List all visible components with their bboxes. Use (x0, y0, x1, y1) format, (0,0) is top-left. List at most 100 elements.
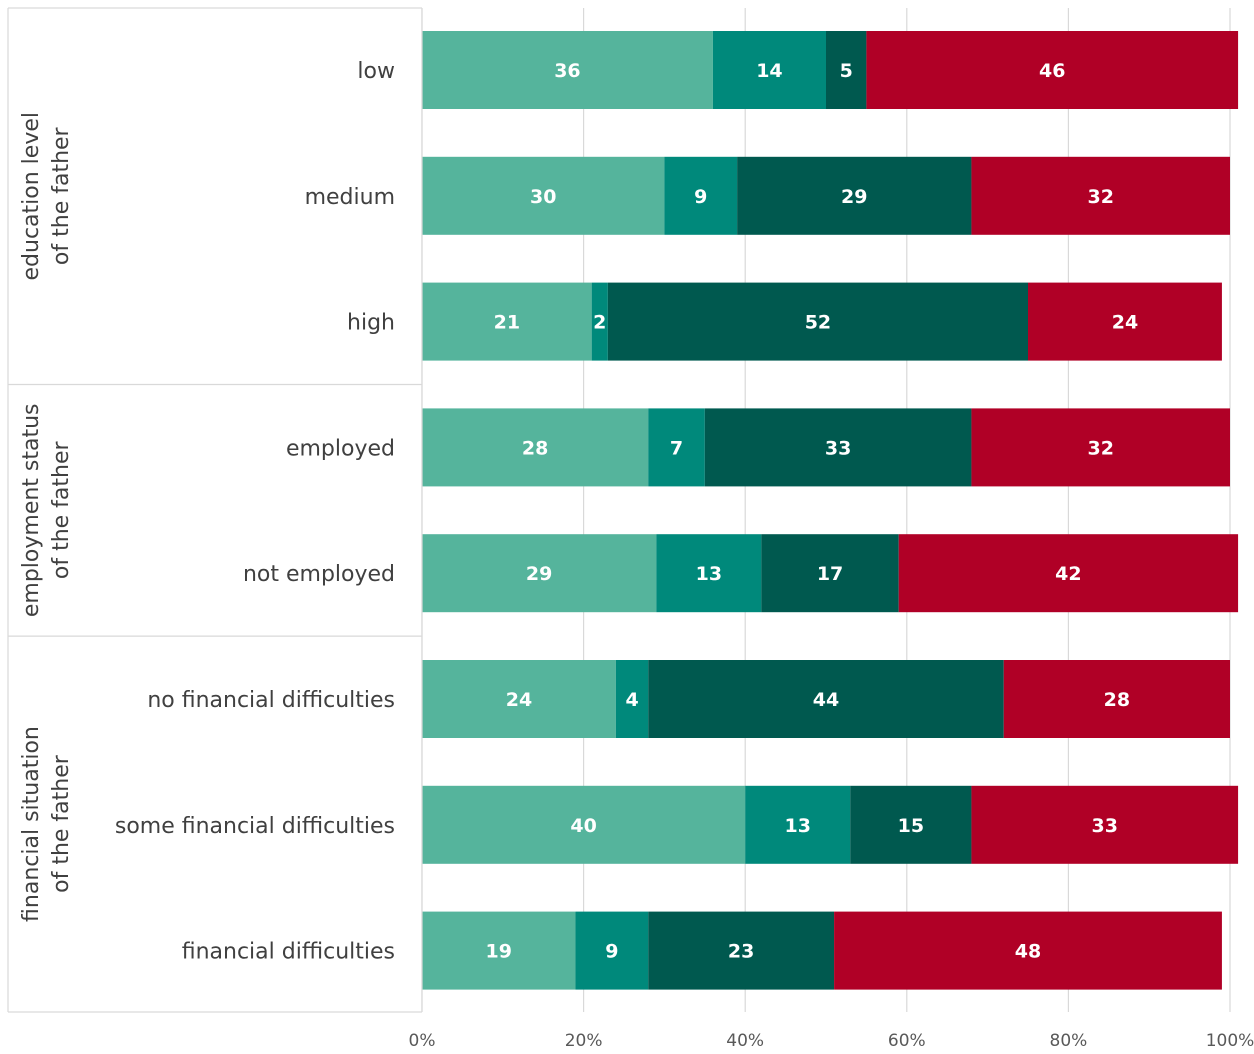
category-label-financial-difficulties: financial difficulties (182, 940, 395, 965)
group-label-education-level-of-the-father: education level of the father (19, 112, 74, 280)
bar-row-low: 36 14 5 46 (422, 31, 1239, 109)
bar-segment-high-3 (607, 282, 1028, 361)
bar-segment-some-financial-difficulties-2 (745, 785, 851, 864)
bar-segment-no-financial-difficulties-2 (615, 660, 649, 738)
bar-segment-medium-3 (737, 156, 972, 235)
data-label-no-financial-difficulties-4: 28 (1104, 689, 1130, 711)
bar-segment-not-employed-1 (422, 534, 657, 613)
bar-row-financial-difficulties: 19 9 23 48 (422, 911, 1222, 990)
group-label-employment-status-of-the-father: employment status of the father (19, 403, 74, 617)
bar-segment-not-employed-3 (761, 534, 899, 613)
bar-segment-medium-4 (971, 156, 1230, 235)
data-label-low-1: 36 (554, 60, 580, 82)
bar-segment-employed-4 (971, 408, 1230, 487)
group-separators (7, 7, 423, 1013)
data-label-employed-1: 28 (522, 437, 548, 459)
bar-segment-medium-1 (422, 156, 665, 235)
bar-row-no-financial-difficulties: 24 4 44 28 (422, 660, 1230, 738)
data-label-low-2: 14 (756, 60, 782, 82)
data-label-not-employed-1: 29 (526, 563, 552, 585)
data-label-low-4: 46 (1039, 60, 1065, 82)
bar-segment-high-4 (1028, 282, 1222, 361)
bar-segment-financial-difficulties-4 (834, 911, 1222, 990)
data-label-not-employed-4: 42 (1055, 563, 1081, 585)
category-label-employed: employed (286, 436, 395, 461)
data-label-no-financial-difficulties-3: 44 (813, 689, 839, 711)
data-label-medium-2: 9 (694, 186, 707, 208)
bar-segment-not-employed-4 (898, 534, 1239, 613)
bar-segment-some-financial-difficulties-3 (850, 785, 972, 864)
data-label-medium-1: 30 (530, 186, 556, 208)
data-label-financial-difficulties-3: 23 (728, 941, 754, 963)
data-label-high-2: 2 (593, 312, 606, 334)
category-label-no-financial-difficulties: no financial difficulties (147, 688, 395, 713)
data-label-financial-difficulties-4: 48 (1015, 941, 1041, 963)
bar-segment-employed-2 (648, 408, 705, 487)
bar-segment-financial-difficulties-2 (575, 911, 649, 990)
group-label-line: education level (19, 112, 44, 280)
bar-segment-low-2 (712, 31, 826, 109)
data-label-medium-3: 29 (841, 186, 867, 208)
bar-segment-employed-3 (704, 408, 972, 487)
data-label-not-employed-2: 13 (696, 563, 722, 585)
bar-row-not-employed: 29 13 17 42 (422, 534, 1239, 613)
x-tick-label-100: 100% (1206, 1031, 1254, 1051)
group-label-line: of the father (49, 126, 74, 265)
x-tick-label-40: 40% (726, 1031, 764, 1051)
bar-row-employed: 28 7 33 32 (422, 408, 1230, 487)
data-label-some-financial-difficulties-2: 13 (784, 815, 810, 837)
bar-segment-low-4 (866, 31, 1239, 109)
bar-segment-financial-difficulties-3 (648, 911, 835, 990)
bar-segment-no-financial-difficulties-1 (422, 660, 616, 738)
data-label-employed-2: 7 (670, 437, 683, 459)
data-label-high-3: 52 (805, 312, 831, 334)
bar-segment-not-employed-2 (656, 534, 762, 613)
category-label-not-employed: not employed (243, 562, 395, 587)
bar-row-some-financial-difficulties: 40 13 15 33 (422, 785, 1239, 864)
x-tick-label-60: 60% (888, 1031, 926, 1051)
bar-row-medium: 30 9 29 32 (422, 156, 1230, 235)
group-label-line: financial situation (19, 726, 44, 922)
bar-segment-high-1 (422, 282, 592, 361)
data-label-low-3: 5 (840, 60, 853, 82)
bar-segment-some-financial-difficulties-1 (422, 785, 746, 864)
data-label-medium-4: 32 (1087, 186, 1113, 208)
group-label-line: employment status (19, 403, 44, 617)
bar-segment-low-3 (826, 31, 867, 109)
x-tick-label-0: 0% (409, 1031, 436, 1051)
data-label-employed-3: 33 (825, 437, 851, 459)
category-label-high: high (347, 311, 395, 336)
bar-segment-high-2 (591, 282, 608, 361)
data-label-no-financial-difficulties-2: 4 (625, 689, 638, 711)
data-label-some-financial-difficulties-3: 15 (898, 815, 924, 837)
bar-segment-some-financial-difficulties-4 (971, 785, 1239, 864)
bar-segment-no-financial-difficulties-3 (648, 660, 1004, 738)
data-label-high-4: 24 (1112, 312, 1138, 334)
bar-segment-low-1 (422, 31, 713, 109)
category-label-medium: medium (305, 185, 395, 210)
data-label-some-financial-difficulties-1: 40 (570, 815, 596, 837)
group-label-line: of the father (49, 441, 74, 580)
data-label-no-financial-difficulties-1: 24 (506, 689, 532, 711)
data-label-high-1: 21 (494, 312, 520, 334)
data-label-not-employed-3: 17 (817, 563, 843, 585)
x-tick-label-80: 80% (1050, 1031, 1088, 1051)
data-label-employed-4: 32 (1087, 437, 1113, 459)
data-label-financial-difficulties-1: 19 (486, 941, 512, 963)
bar-row-high: 21 2 52 24 (422, 282, 1222, 361)
data-label-financial-difficulties-2: 9 (605, 941, 618, 963)
category-label-low: low (357, 59, 395, 84)
category-labels: low medium high employed not employed no fina… (115, 59, 395, 965)
category-label-some-financial-difficulties: some financial difficulties (115, 814, 395, 839)
bar-segment-employed-1 (422, 408, 649, 487)
data-label-some-financial-difficulties-4: 33 (1092, 815, 1118, 837)
group-label-financial-situation-of-the-father: financial situation of the father (19, 726, 74, 922)
x-tick-labels: 0% 20% 40% 60% 80% 100% (409, 1031, 1254, 1051)
bar-segment-financial-difficulties-1 (422, 911, 576, 990)
group-label-line: of the father (49, 754, 74, 893)
bar-segment-no-financial-difficulties-4 (1003, 660, 1230, 738)
x-tick-label-20: 20% (565, 1031, 603, 1051)
